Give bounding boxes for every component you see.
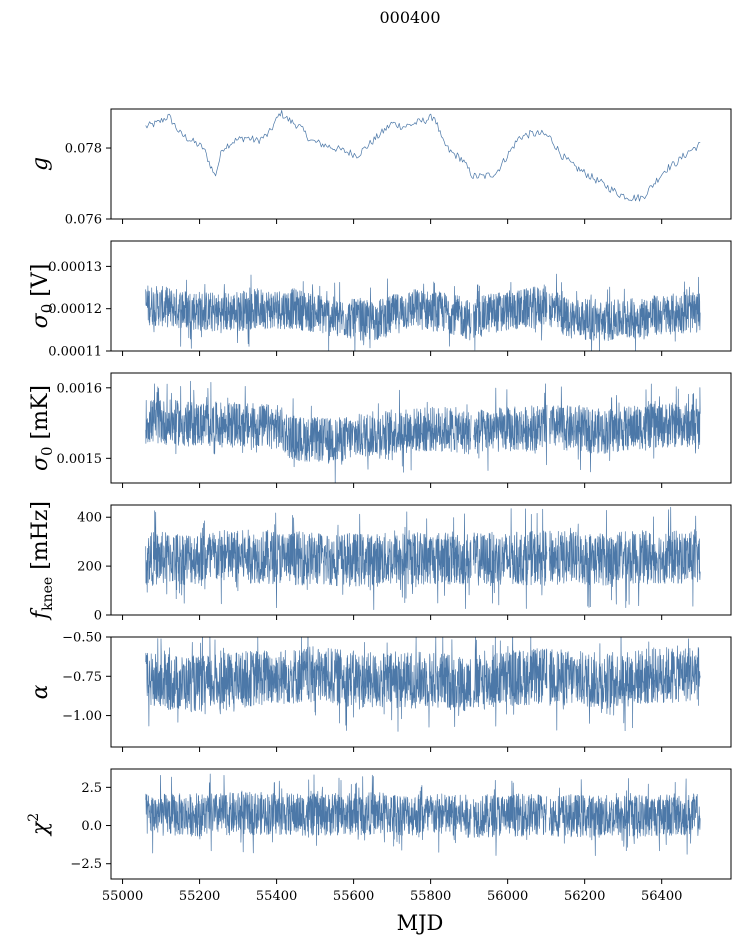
y-tick-label: 200 <box>77 560 102 575</box>
panel-5: −1.00 −0.75 −0.50 α <box>28 631 732 752</box>
x-axis-label: MJD <box>397 911 444 935</box>
y-tick-label: 0.00012 <box>48 302 102 317</box>
y-tick-label: −0.50 <box>62 631 102 646</box>
series-line-sigma0_mK <box>145 380 701 483</box>
x-tick-label: 55000 <box>102 889 143 904</box>
axes-frame <box>110 372 732 484</box>
y-axis-label: σ0 [mK] <box>28 385 56 471</box>
series-line-sigma0_V <box>145 273 701 351</box>
x-tick-label: 56200 <box>564 889 605 904</box>
y-tick-label: 2.5 <box>81 781 102 796</box>
axes-frame <box>110 636 732 748</box>
series-line-fknee <box>145 506 701 610</box>
y-tick-label: 0.0 <box>81 819 102 834</box>
series-line-g <box>145 109 701 202</box>
y-axis-label: g <box>28 157 53 171</box>
axes-frame <box>110 768 732 880</box>
y-tick-label: 0 <box>94 609 102 624</box>
y-axis-label: fknee [mHz] <box>28 501 56 621</box>
series-line-chi2 <box>145 773 701 856</box>
y-tick-label: −2.5 <box>70 857 102 872</box>
y-tick-label: 0.0015 <box>57 452 103 467</box>
panel-1: 0.076 0.078 g <box>28 108 732 228</box>
axes-frame <box>110 504 732 616</box>
y-tick-label: 400 <box>77 511 102 526</box>
x-tick-label: 55800 <box>410 889 451 904</box>
y-axis-label: σ0 [V] <box>28 264 56 329</box>
axes-frame <box>110 108 732 220</box>
y-tick-label: −0.75 <box>62 670 102 685</box>
x-tick-label: 55600 <box>333 889 374 904</box>
x-tick-label: 56400 <box>641 889 682 904</box>
panel-4: 0 200 400 fknee [mHz] <box>28 501 732 624</box>
y-tick-label: −1.00 <box>62 709 102 724</box>
y-tick-label: 0.078 <box>65 142 102 157</box>
y-tick-label: 0.076 <box>65 213 102 228</box>
y-axis-label: α <box>28 684 53 699</box>
axes-frame <box>110 240 732 352</box>
figure-title: 000400 <box>379 8 440 27</box>
x-tick-label: 55200 <box>179 889 220 904</box>
y-tick-label: 0.0016 <box>57 381 103 396</box>
x-tick-label: 56000 <box>487 889 528 904</box>
y-tick-label: 0.00013 <box>48 260 102 275</box>
y-tick-label: 0.00011 <box>48 345 102 360</box>
panel-6: −2.5 0.0 2.5 55000 55200 55400 55600 55800 56000… <box>26 768 732 904</box>
series-line-alpha <box>145 637 701 732</box>
x-tick-label: 55400 <box>256 889 297 904</box>
y-axis-label: χ2 <box>26 813 53 837</box>
